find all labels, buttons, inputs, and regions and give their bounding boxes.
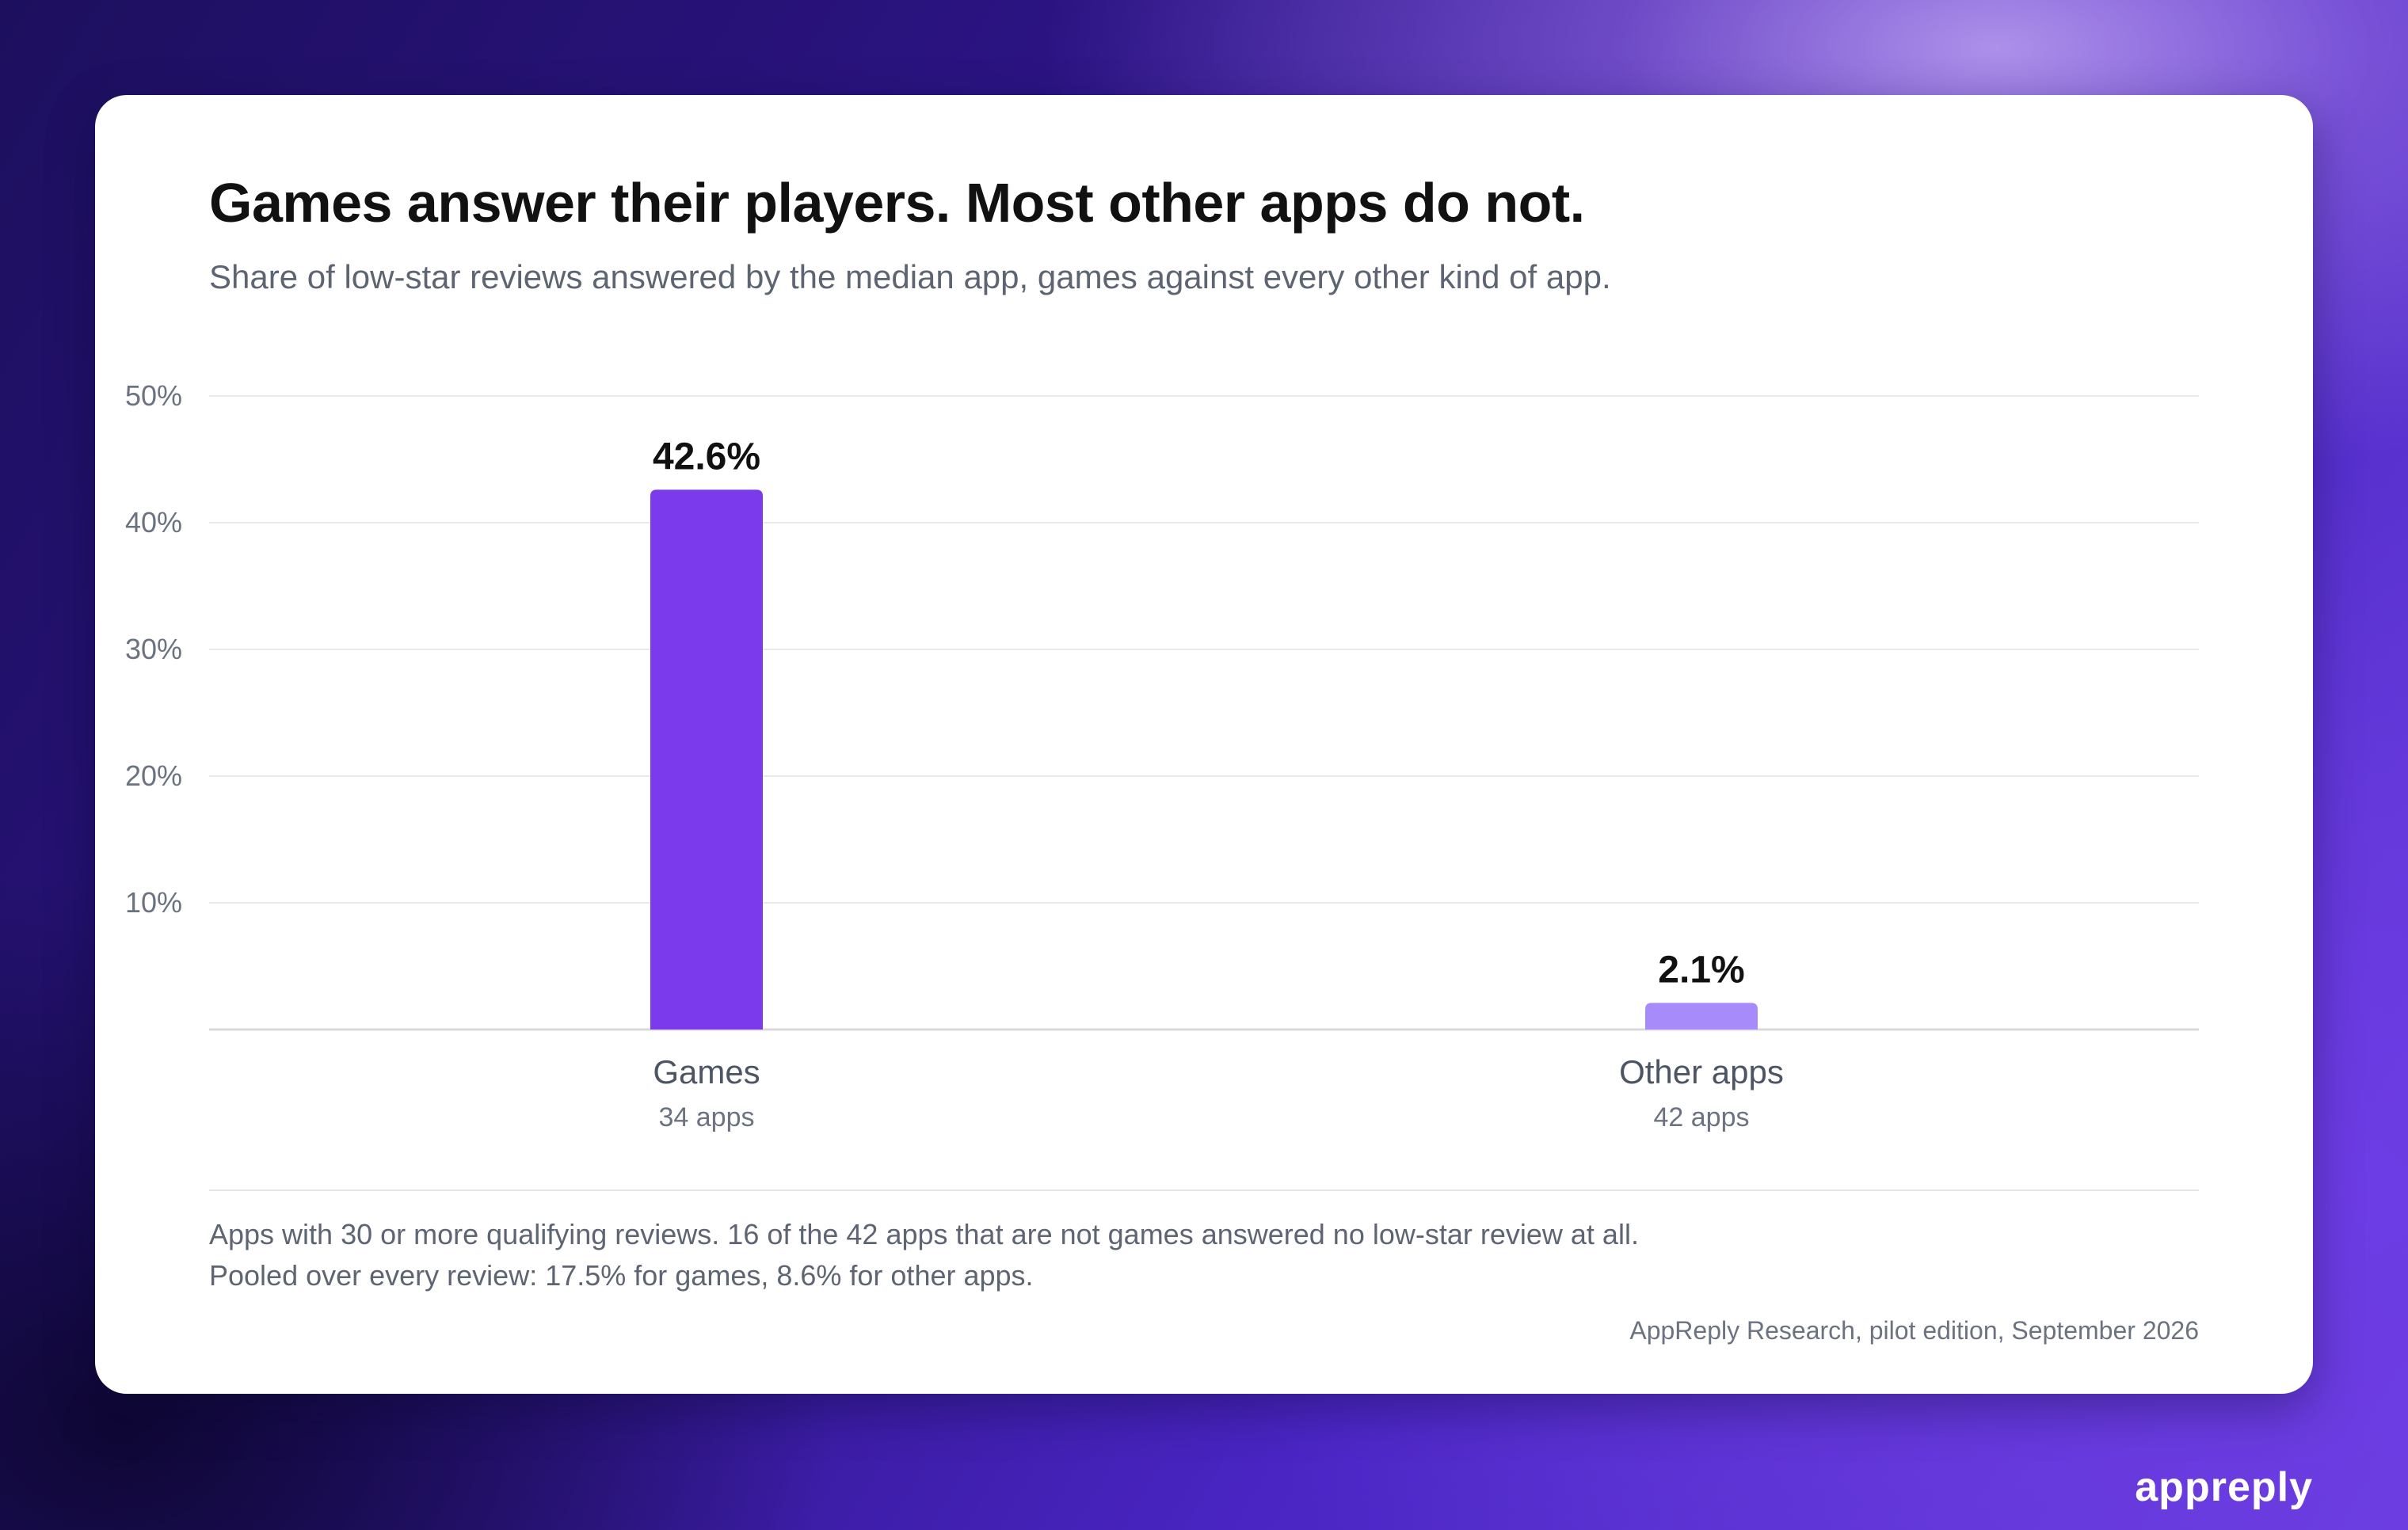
chart-title: Games answer their players. Most other a…	[209, 172, 1585, 234]
x-category-count: 42 apps	[1654, 1102, 1750, 1132]
x-category-label: Other apps	[1619, 1053, 1784, 1090]
bar-chart: 10% 20% 30% 40% 50% 42.6% Games 34 apps 2.1% Othe…	[125, 379, 2199, 1132]
chart-card: Games answer their players. Most other a…	[95, 95, 2313, 1394]
x-category-label: Games	[653, 1053, 760, 1090]
data-label: 42.6%	[653, 436, 760, 478]
y-tick-label: 50%	[125, 379, 182, 412]
y-tick-label: 20%	[125, 759, 182, 792]
data-label: 2.1%	[1658, 949, 1744, 991]
brand-logo: appreply	[2135, 1464, 2313, 1510]
bar-other-apps	[1645, 1003, 1758, 1030]
y-tick-label: 40%	[125, 506, 182, 539]
bar-games	[650, 489, 763, 1030]
source-credit: AppReply Research, pilot edition, Septem…	[1629, 1316, 2199, 1345]
y-tick-label: 10%	[125, 886, 182, 919]
footnote-divider	[209, 1189, 2199, 1191]
y-tick-label: 30%	[125, 633, 182, 665]
footnote-1: Apps with 30 or more qualifying reviews.…	[209, 1218, 1639, 1250]
x-category-count: 34 apps	[659, 1102, 755, 1132]
chart-subtitle: Share of low-star reviews answered by th…	[209, 258, 1611, 295]
footnote-2: Pooled over every review: 17.5% for game…	[209, 1259, 1034, 1292]
